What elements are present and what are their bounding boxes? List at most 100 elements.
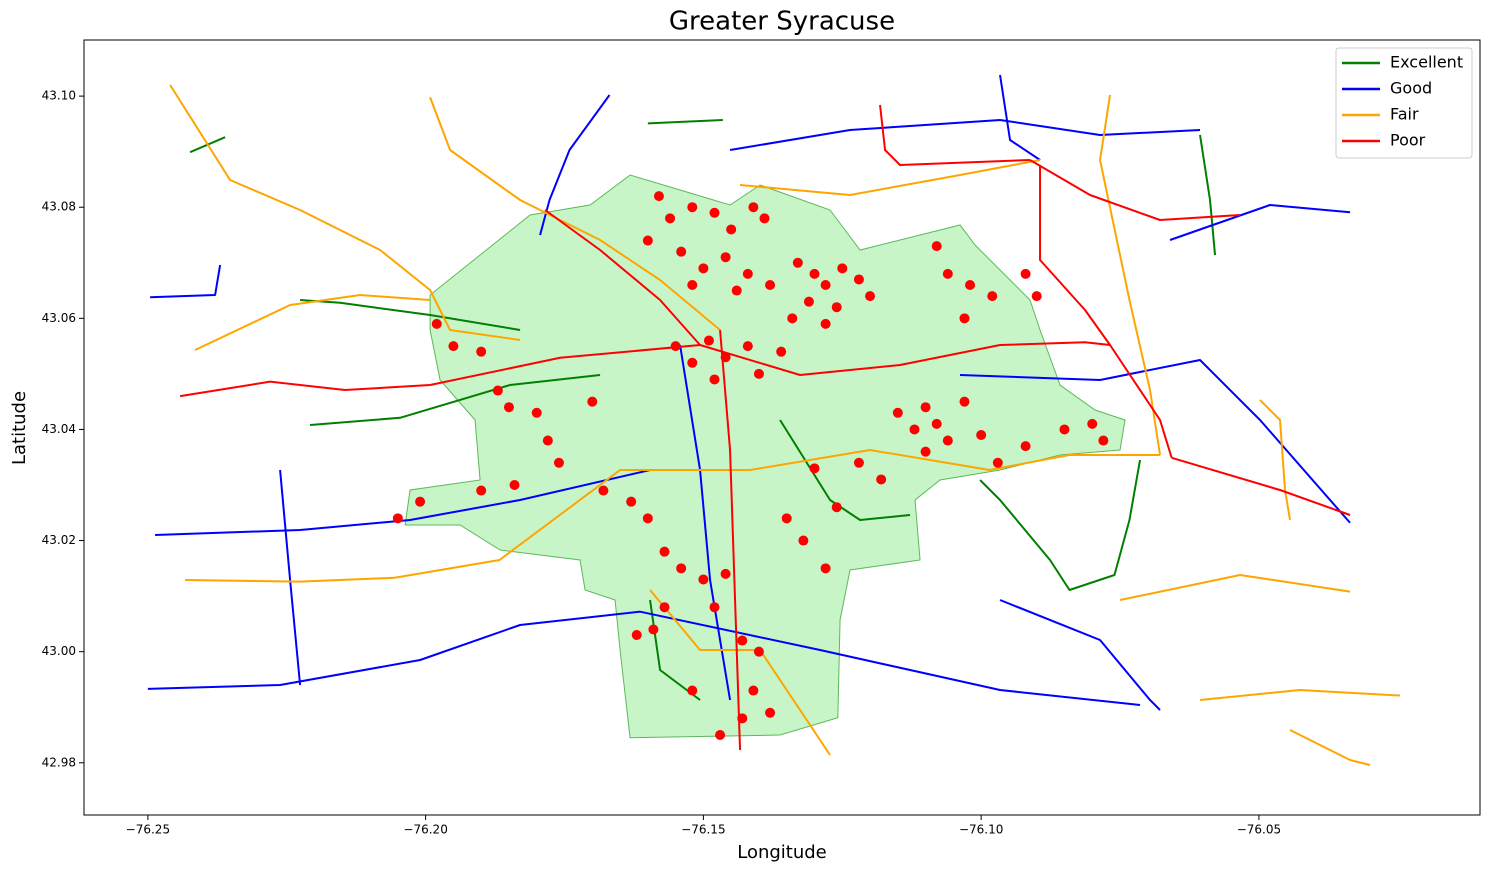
road — [194, 294, 431, 351]
incident-point — [1020, 268, 1031, 279]
incident-point — [703, 335, 714, 346]
road — [1039, 165, 1173, 459]
road — [879, 104, 1031, 166]
incident-point — [853, 274, 864, 285]
y-tick-label: 43.02 — [42, 533, 76, 547]
incident-point — [665, 213, 676, 224]
incident-point — [920, 446, 931, 457]
incident-point — [476, 346, 487, 357]
incident-point — [709, 374, 720, 385]
incident-point — [553, 457, 564, 468]
road — [647, 119, 723, 125]
road — [1029, 159, 1241, 221]
incident-point — [742, 268, 753, 279]
road — [310, 374, 601, 426]
incident-point — [659, 546, 670, 557]
incident-point — [820, 563, 831, 574]
incident-point — [687, 685, 698, 696]
incident-point — [976, 430, 987, 440]
incident-point — [709, 602, 720, 613]
incident-point — [776, 346, 787, 357]
incident-point — [876, 474, 887, 485]
road — [979, 459, 1142, 591]
incident-point — [659, 602, 670, 613]
road — [155, 469, 651, 536]
road — [1199, 134, 1217, 256]
road — [960, 359, 1351, 524]
road — [999, 599, 1161, 711]
incident-point — [992, 457, 1003, 468]
legend-box — [1335, 47, 1473, 159]
incident-point — [687, 357, 698, 368]
x-tick-label: −76.10 — [959, 823, 1003, 837]
incident-point — [698, 574, 709, 585]
incident-point — [642, 235, 653, 246]
incident-point — [865, 291, 876, 302]
incident-point — [415, 496, 426, 507]
road — [539, 94, 611, 236]
incident-point — [642, 513, 653, 524]
incident-point — [798, 535, 809, 546]
incident-point — [759, 213, 770, 224]
incident-point — [648, 624, 659, 635]
incident-point — [831, 502, 842, 513]
incident-point — [820, 280, 831, 290]
road — [1099, 94, 1162, 456]
incident-point — [626, 496, 637, 507]
incident-point — [748, 685, 759, 696]
incident-point — [909, 424, 920, 435]
incident-point — [959, 396, 970, 407]
incident-point — [392, 513, 403, 524]
road — [1171, 456, 1351, 516]
incident-point — [809, 463, 820, 474]
y-axis-label: Latitude — [9, 391, 30, 465]
y-tick-label: 43.10 — [42, 89, 76, 103]
incident-point — [803, 296, 814, 307]
road — [544, 209, 701, 346]
road — [649, 599, 701, 701]
plot-area — [147, 74, 1401, 766]
y-tick-label: 43.00 — [42, 644, 76, 658]
road — [185, 449, 1161, 583]
incident-point — [631, 630, 642, 640]
incident-point — [431, 318, 442, 329]
incident-point — [1020, 441, 1031, 452]
legend-label: Fair — [1390, 105, 1419, 124]
x-tick-label: −76.15 — [681, 823, 725, 837]
road — [729, 119, 1201, 151]
legend-label: Excellent — [1390, 53, 1463, 72]
incident-point — [753, 368, 764, 379]
road — [279, 469, 302, 686]
incident-point — [742, 341, 753, 352]
incident-point — [676, 563, 687, 574]
incident-point — [1087, 418, 1098, 429]
incident-point — [653, 191, 664, 202]
incident-point — [726, 224, 737, 235]
incident-point — [931, 418, 942, 429]
incident-point — [965, 280, 976, 290]
incident-point — [1031, 291, 1042, 302]
incident-point — [531, 407, 542, 418]
legend-label: Poor — [1390, 131, 1426, 150]
incident-point — [837, 263, 848, 274]
road — [719, 329, 742, 751]
incident-point — [987, 291, 998, 302]
city-boundary — [404, 174, 1126, 739]
incident-point — [720, 252, 731, 263]
incident-point — [670, 341, 681, 352]
incident-point — [831, 302, 842, 313]
incident-point — [792, 257, 803, 268]
incident-point — [687, 280, 698, 290]
road — [1119, 574, 1351, 601]
incident-point — [731, 285, 742, 296]
incident-point — [820, 318, 831, 329]
y-tick-label: 43.06 — [42, 311, 76, 325]
incident-point — [809, 268, 820, 279]
road — [1259, 399, 1292, 521]
incident-point — [853, 457, 864, 468]
incident-point — [737, 713, 748, 724]
incident-point — [737, 635, 748, 646]
incident-point — [698, 263, 709, 274]
x-axis-label: Longitude — [737, 842, 827, 863]
road — [150, 264, 222, 299]
